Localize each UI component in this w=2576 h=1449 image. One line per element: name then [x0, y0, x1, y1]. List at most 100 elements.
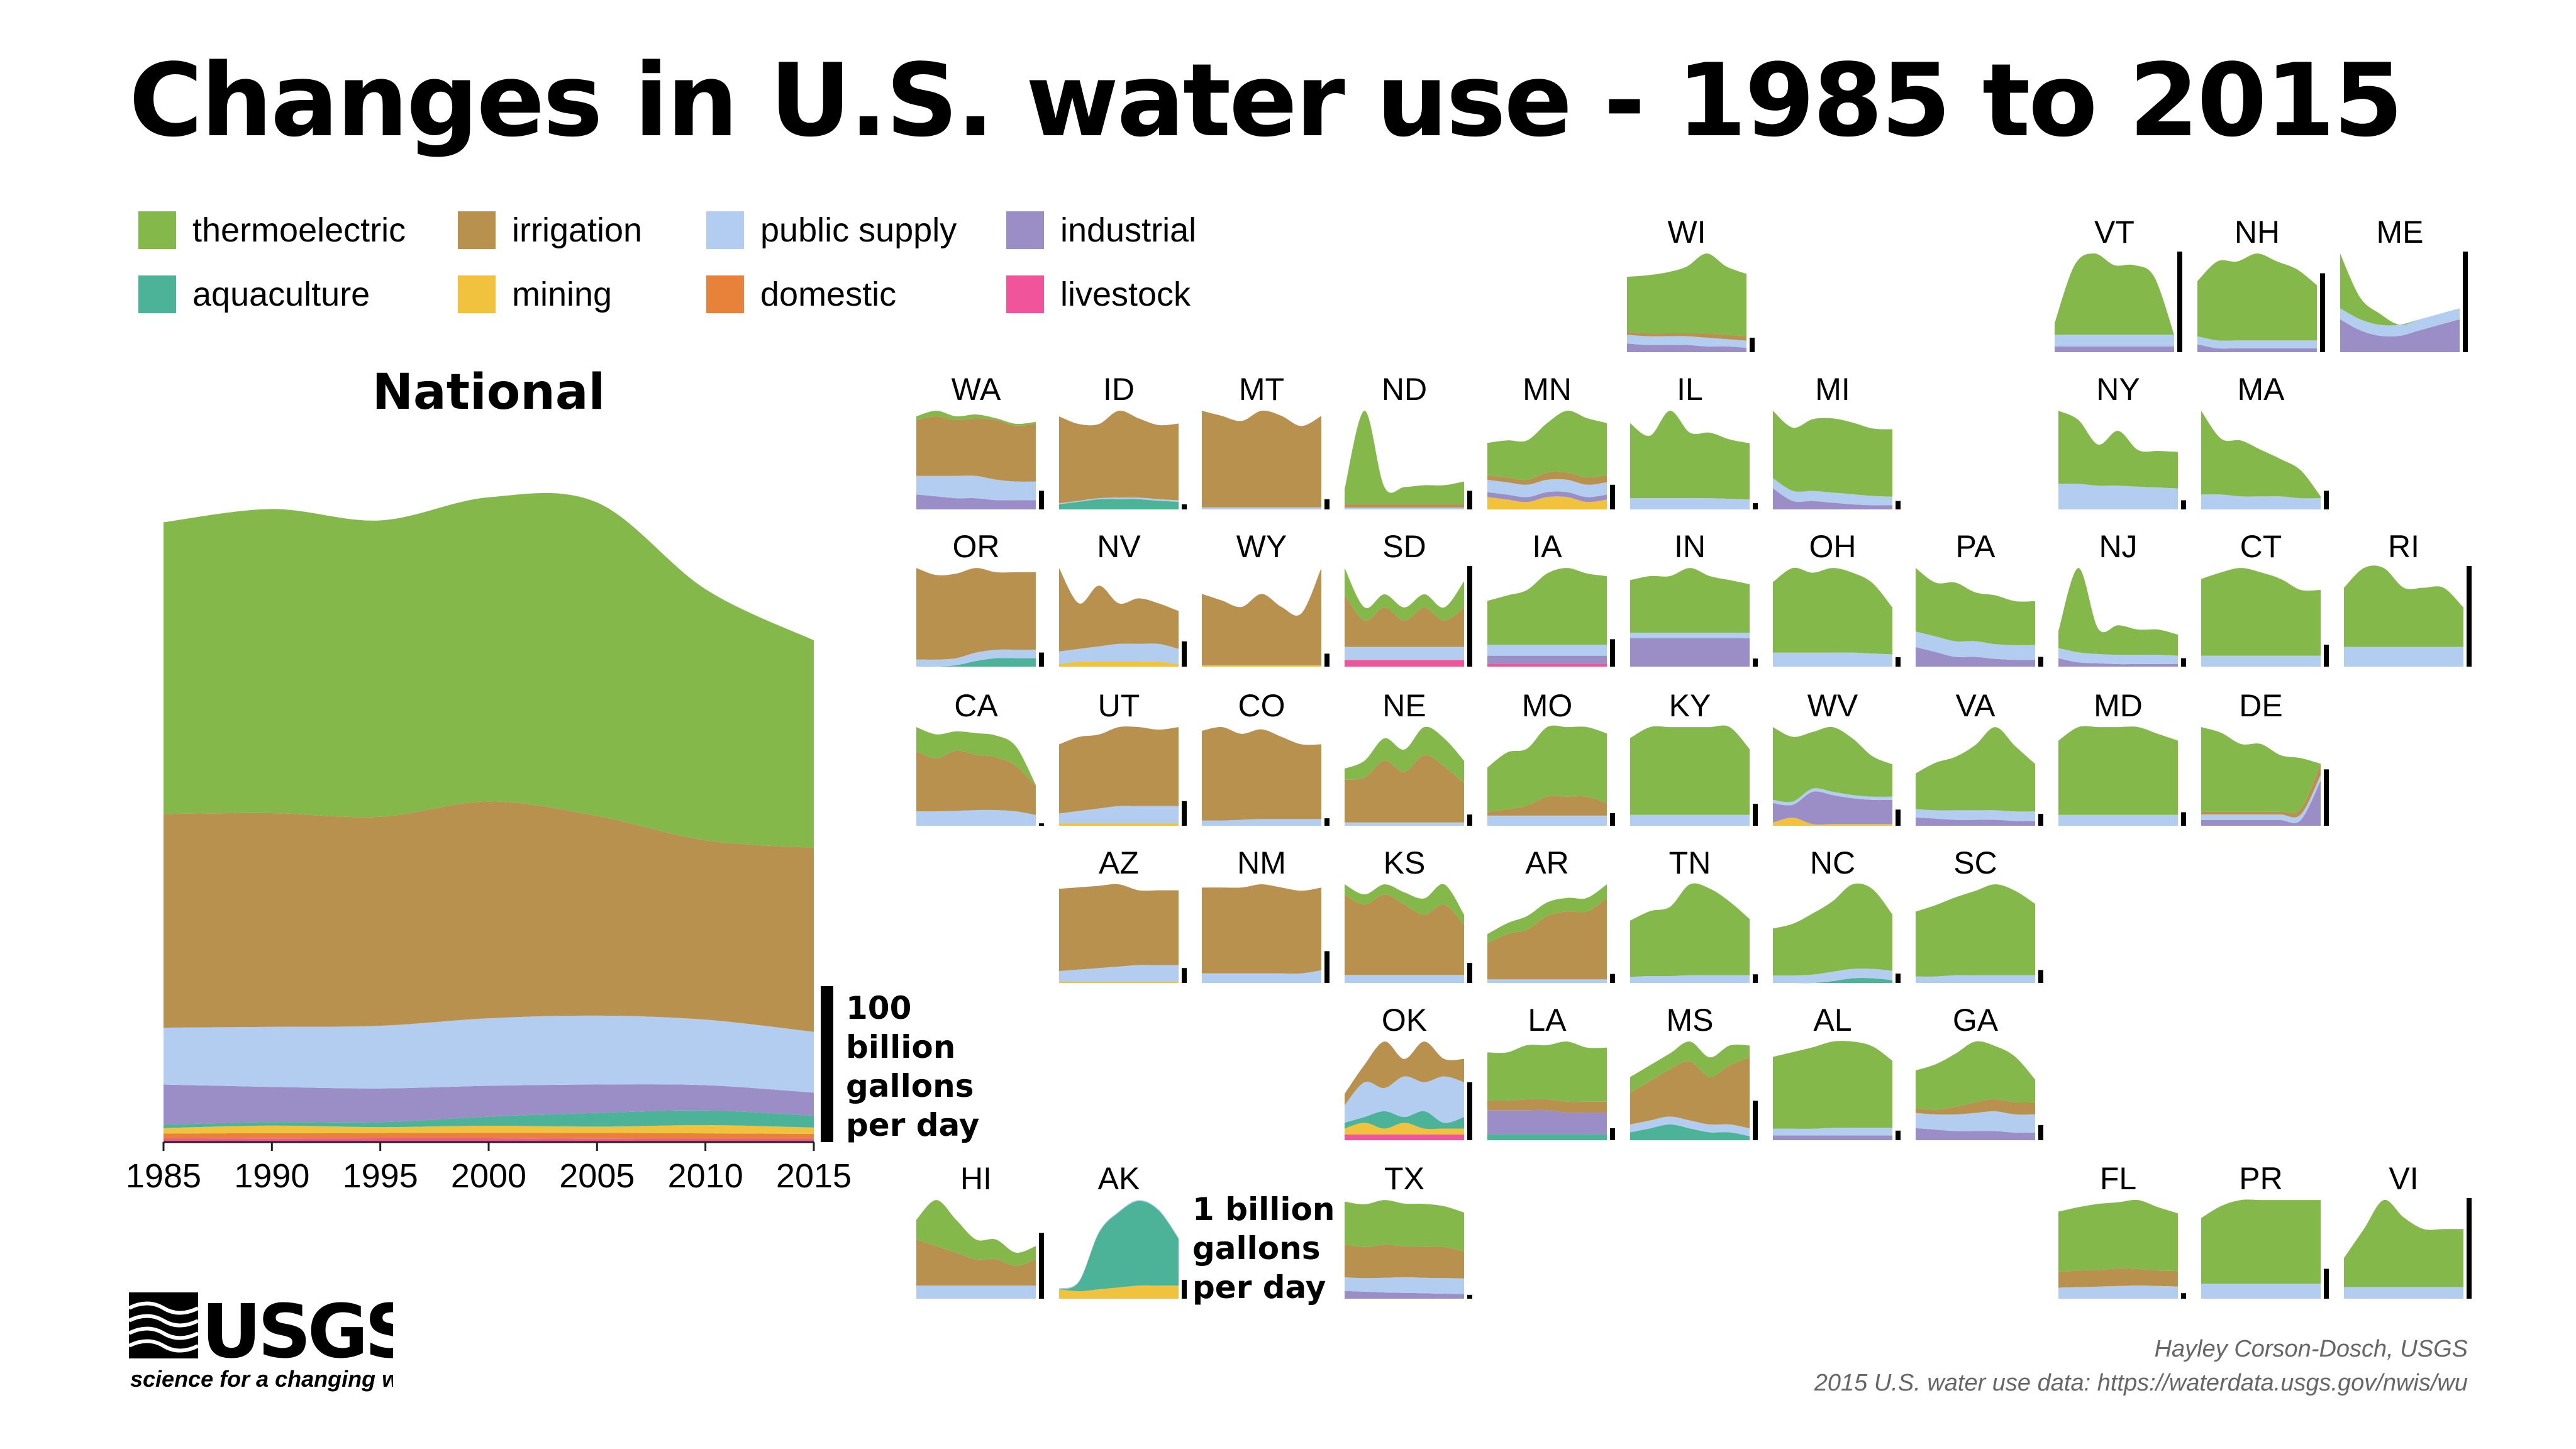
state-area-public-supply [1916, 809, 2035, 821]
state-scale-bar [1467, 1294, 1472, 1299]
state-area-public-supply [2201, 1284, 2321, 1299]
state-chart [2058, 568, 2186, 667]
national-scale-bar [821, 986, 833, 1142]
state-area-public-supply [1773, 788, 1892, 806]
state-area-public-supply [1630, 498, 1750, 509]
state-label: NE [1382, 688, 1426, 723]
state-chart [1630, 1041, 1758, 1140]
state-tile-mo: MO [1487, 687, 1638, 845]
state-area-irrigation [1059, 568, 1179, 652]
state-area-livestock [1345, 1134, 1464, 1140]
state-area-aquaculture [1773, 978, 1892, 984]
national-area-irrigation [164, 801, 814, 1032]
state-area-public-supply [1630, 975, 1750, 983]
state-area-thermoelectric [2058, 568, 2178, 656]
state-area-thermoelectric [2058, 1199, 2178, 1272]
state-area-industrial [1345, 1291, 1464, 1299]
national-scale-label: billion [846, 1029, 955, 1065]
state-scale-bar [2324, 645, 2329, 667]
state-tile-mt: MT [1202, 371, 1353, 528]
state-tile-mi: MI [1773, 371, 1924, 528]
state-area-irrigation [1202, 568, 1321, 665]
state-label: CT [2240, 529, 2282, 564]
state-area-thermoelectric [1916, 727, 2035, 812]
state-label: SD [1382, 529, 1426, 564]
state-area-thermoelectric [2197, 253, 2317, 341]
x-tick-label: 2015 [776, 1157, 852, 1195]
state-scale-label: 1 billion gallons per day [1192, 1190, 1335, 1307]
national-area-public-supply [164, 1015, 814, 1093]
state-scale-bar [2181, 812, 2186, 826]
state-tile-sc: SC [1916, 845, 2067, 1002]
state-tile-fl: FL [2058, 1160, 2209, 1318]
legend-label: mining [512, 275, 613, 313]
state-area-public-supply [2340, 308, 2460, 336]
state-scale-bar [1467, 1082, 1472, 1140]
state-area-public-supply [2201, 655, 2321, 667]
state-label: FL [2099, 1161, 2137, 1196]
state-scale-bar [2324, 1269, 2329, 1299]
state-scale-bar [1039, 491, 1044, 509]
state-label: HI [960, 1161, 992, 1196]
state-area-aquaculture [916, 658, 1036, 667]
state-label: DE [2239, 688, 2283, 723]
national-area-thermoelectric [164, 492, 814, 848]
state-chart [2344, 565, 2472, 667]
state-area-industrial [1916, 647, 2035, 667]
state-chart [1630, 568, 1758, 667]
state-scale-bar [1467, 814, 1472, 826]
usgs-tagline: science for a changing world [130, 1366, 393, 1392]
state-scale-bar [2320, 273, 2325, 352]
state-chart [1630, 883, 1758, 983]
state-area-industrial [1487, 491, 1607, 502]
state-tile-ny: NY [2058, 371, 2209, 528]
state-area-public-supply [1345, 822, 1464, 826]
state-tile-nd: ND [1345, 371, 1496, 528]
state-area-public-supply [2201, 494, 2321, 509]
state-area-public-supply [916, 809, 1036, 826]
state-label: VI [2389, 1161, 2419, 1196]
state-tile-oh: OH [1773, 528, 1924, 686]
state-scale-bar [1467, 491, 1472, 509]
state-label: LA [1528, 1002, 1567, 1038]
state-area-irrigation [1345, 1244, 1464, 1279]
state-tile-ne: NE [1345, 687, 1496, 845]
state-area-thermoelectric [1773, 1041, 1892, 1129]
state-chart [2201, 411, 2329, 509]
state-tile-ky: KY [1630, 687, 1781, 845]
state-area-public-supply [916, 475, 1036, 501]
state-area-public-supply [1627, 335, 1746, 348]
legend-item-public_supply: public supply [706, 211, 957, 250]
usgs-logo: USGS science for a changing world [129, 1289, 393, 1392]
state-area-thermoelectric [2058, 726, 2178, 815]
state-area-public-supply [1059, 965, 1179, 982]
state-scale-bar [2038, 1124, 2043, 1140]
state-scale-bar [1324, 499, 1330, 509]
state-scale-bar [1039, 823, 1044, 826]
state-area-aquaculture [1345, 1111, 1464, 1130]
legend-swatch [706, 275, 744, 313]
state-area-thermoelectric [1773, 883, 1892, 976]
state-label: WY [1236, 529, 1287, 564]
state-chart [1202, 410, 1330, 509]
state-label: UT [1097, 688, 1140, 723]
legend-item-aquaculture: aquaculture [138, 275, 370, 314]
state-area-irrigation [1059, 884, 1179, 971]
state-tile-wy: WY [1202, 528, 1353, 686]
state-area-thermoelectric [1627, 253, 1746, 336]
state-scale-bar [2177, 252, 2182, 352]
state-area-industrial [1773, 488, 1892, 509]
state-area-thermoelectric [1773, 411, 1892, 497]
state-tile-ut: UT [1059, 687, 1210, 845]
state-area-irrigation [1916, 1099, 2035, 1115]
national-title: National [372, 364, 605, 421]
state-scale-bar [2038, 657, 2043, 667]
state-area-thermoelectric [2201, 727, 2321, 813]
x-tick-label: 2010 [668, 1157, 743, 1195]
state-scale-bar [2181, 658, 2186, 667]
state-tile-ga: GA [1916, 1002, 2067, 1159]
state-label: NV [1097, 529, 1141, 564]
state-area-public-supply [1345, 647, 1464, 660]
state-label: CO [1238, 688, 1285, 723]
state-tile-de: DE [2201, 687, 2352, 845]
